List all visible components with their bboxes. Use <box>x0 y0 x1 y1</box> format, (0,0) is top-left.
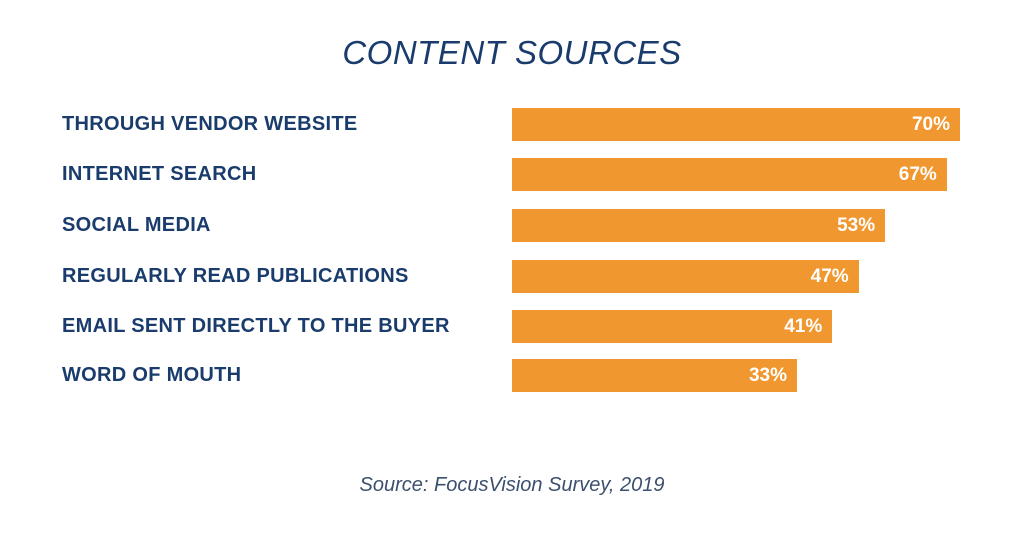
bar: 70% <box>512 108 960 141</box>
category-label: INTERNET SEARCH <box>62 163 257 185</box>
category-label: WORD OF MOUTH <box>62 364 242 386</box>
value-label: 33% <box>748 365 787 386</box>
value-label: 47% <box>810 266 849 287</box>
category-label: THROUGH VENDOR WEBSITE <box>62 113 358 135</box>
category-label: SOCIAL MEDIA <box>62 214 211 236</box>
bar: 47% <box>512 260 859 293</box>
bar: 33% <box>512 359 797 392</box>
value-label: 53% <box>837 215 876 236</box>
chart-title: CONTENT SOURCES <box>342 34 682 71</box>
value-label: 67% <box>898 164 937 185</box>
value-label: 41% <box>784 316 823 337</box>
bar: 67% <box>512 158 947 191</box>
category-label: REGULARLY READ PUBLICATIONS <box>62 265 409 287</box>
source-note: Source: FocusVision Survey, 2019 <box>359 474 665 496</box>
bar: 53% <box>512 209 886 242</box>
value-label: 70% <box>911 114 950 135</box>
category-label: EMAIL SENT DIRECTLY TO THE BUYER <box>62 315 450 337</box>
bar: 41% <box>512 310 833 343</box>
